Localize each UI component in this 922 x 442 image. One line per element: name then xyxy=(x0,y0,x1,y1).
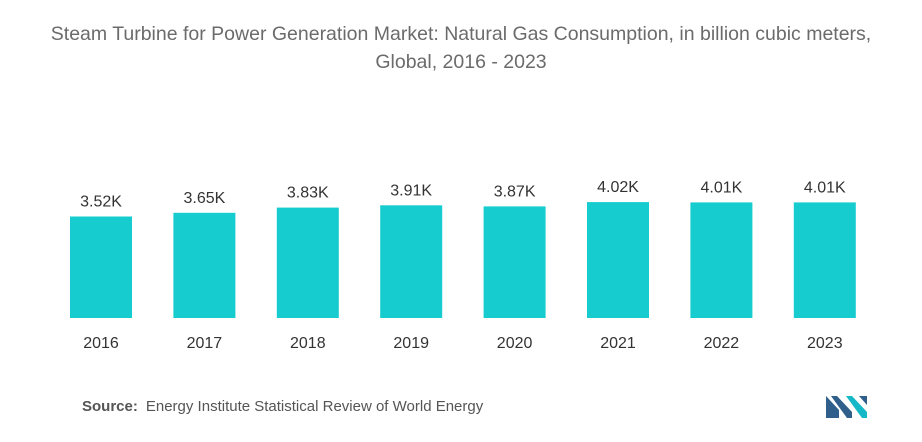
chart-title: Steam Turbine for Power Generation Marke… xyxy=(50,23,872,73)
bar-2023 xyxy=(793,202,856,318)
bar-2017 xyxy=(173,212,236,318)
data-label-2016: 3.52K xyxy=(80,194,122,211)
bar-2019 xyxy=(380,205,443,318)
data-label-2022: 4.01K xyxy=(700,179,742,196)
bars-group xyxy=(70,202,856,318)
bar-2022 xyxy=(690,202,753,318)
mordor-intelligence-logo-icon xyxy=(826,396,867,418)
x-axis-tick-labels: 2016 2017 2018 2019 2020 2021 2022 2023 xyxy=(83,335,842,352)
bar-2020 xyxy=(483,206,546,318)
source-label: Source: xyxy=(82,398,138,415)
source-text: Energy Institute Statistical Review of W… xyxy=(145,398,484,415)
bar-2018 xyxy=(276,207,339,318)
x-tick-2017: 2017 xyxy=(187,335,223,352)
bar-2016 xyxy=(70,216,132,318)
x-tick-2019: 2019 xyxy=(393,335,429,352)
x-tick-2016: 2016 xyxy=(83,335,119,352)
x-tick-2022: 2022 xyxy=(704,335,740,352)
data-label-2019: 3.91K xyxy=(390,182,432,199)
data-label-2018: 3.83K xyxy=(287,185,329,202)
bar-2021 xyxy=(587,202,649,318)
data-label-2023: 4.01K xyxy=(804,179,846,196)
x-tick-2023: 2023 xyxy=(807,335,843,352)
data-label-2021: 4.02K xyxy=(597,179,639,196)
data-label-2017: 3.65K xyxy=(183,190,225,207)
x-tick-2021: 2021 xyxy=(600,335,636,352)
data-label-2020: 3.87K xyxy=(494,183,536,200)
source-note: Source: Energy Institute Statistical Revi… xyxy=(82,398,483,415)
data-labels-group: 3.52K 3.65K 3.83K 3.91K 3.87K 4.02K 4.01K 4.01K xyxy=(80,179,846,210)
x-tick-2018: 2018 xyxy=(290,335,326,352)
x-tick-2020: 2020 xyxy=(497,335,533,352)
